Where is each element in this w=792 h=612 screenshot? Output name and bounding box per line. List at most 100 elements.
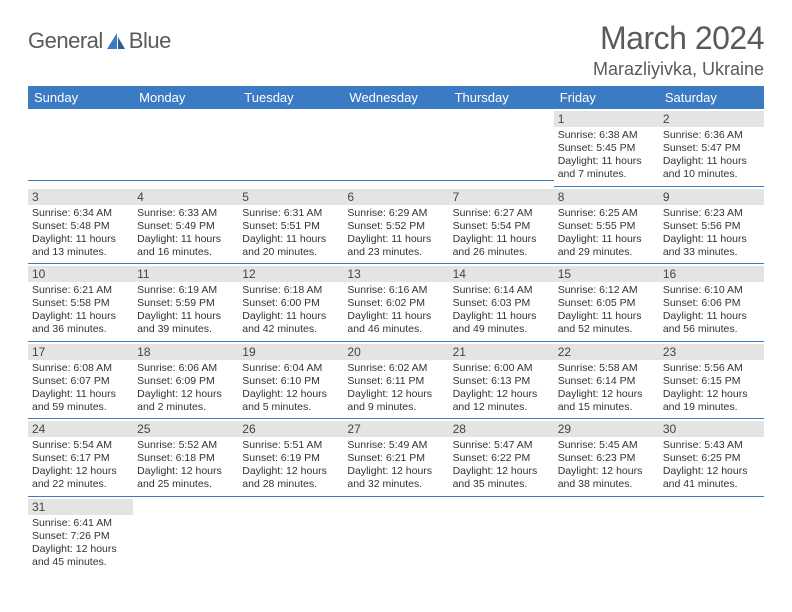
day-number: 23 (659, 344, 764, 360)
daylight-text: and 26 minutes. (453, 246, 550, 259)
sunrise-text: Sunrise: 6:41 AM (32, 517, 129, 530)
daylight-text: Daylight: 11 hours (242, 233, 339, 246)
sunrise-text: Sunrise: 5:52 AM (137, 439, 234, 452)
day-number: 10 (28, 266, 133, 282)
calendar-cell: 16Sunrise: 6:10 AMSunset: 6:06 PMDayligh… (659, 264, 764, 342)
day-number: 24 (28, 421, 133, 437)
calendar-cell: 1Sunrise: 6:38 AMSunset: 5:45 PMDaylight… (554, 109, 659, 187)
daylight-text: Daylight: 11 hours (242, 310, 339, 323)
daylight-text: Daylight: 12 hours (32, 465, 129, 478)
day-number: 14 (449, 266, 554, 282)
weekday-header: Monday (133, 86, 238, 109)
sunset-text: Sunset: 6:13 PM (453, 375, 550, 388)
month-title: March 2024 (593, 20, 764, 57)
sunset-text: Sunset: 6:02 PM (347, 297, 444, 310)
calendar-cell: 4Sunrise: 6:33 AMSunset: 5:49 PMDaylight… (133, 187, 238, 265)
daylight-text: and 28 minutes. (242, 478, 339, 491)
sunrise-text: Sunrise: 5:58 AM (558, 362, 655, 375)
calendar-cell: 14Sunrise: 6:14 AMSunset: 6:03 PMDayligh… (449, 264, 554, 342)
weekday-header: Wednesday (343, 86, 448, 109)
calendar-cell (238, 497, 343, 574)
daylight-text: and 41 minutes. (663, 478, 760, 491)
sunset-text: Sunset: 5:49 PM (137, 220, 234, 233)
sunrise-text: Sunrise: 6:34 AM (32, 207, 129, 220)
sunrise-text: Sunrise: 6:33 AM (137, 207, 234, 220)
daylight-text: and 5 minutes. (242, 401, 339, 414)
sunset-text: Sunset: 5:48 PM (32, 220, 129, 233)
daylight-text: Daylight: 12 hours (453, 465, 550, 478)
day-number: 21 (449, 344, 554, 360)
daylight-text: and 10 minutes. (663, 168, 760, 181)
day-number: 28 (449, 421, 554, 437)
calendar-cell: 30Sunrise: 5:43 AMSunset: 6:25 PMDayligh… (659, 419, 764, 497)
calendar-cell: 27Sunrise: 5:49 AMSunset: 6:21 PMDayligh… (343, 419, 448, 497)
weekday-header: Saturday (659, 86, 764, 109)
sunset-text: Sunset: 6:19 PM (242, 452, 339, 465)
daylight-text: and 12 minutes. (453, 401, 550, 414)
daylight-text: and 42 minutes. (242, 323, 339, 336)
day-number: 11 (133, 266, 238, 282)
calendar-cell (343, 109, 448, 187)
day-number: 19 (238, 344, 343, 360)
day-number: 15 (554, 266, 659, 282)
calendar-cell: 21Sunrise: 6:00 AMSunset: 6:13 PMDayligh… (449, 342, 554, 420)
day-number: 5 (238, 189, 343, 205)
daylight-text: and 13 minutes. (32, 246, 129, 259)
sunset-text: Sunset: 5:47 PM (663, 142, 760, 155)
daylight-text: Daylight: 11 hours (558, 310, 655, 323)
calendar-cell: 18Sunrise: 6:06 AMSunset: 6:09 PMDayligh… (133, 342, 238, 420)
sunset-text: Sunset: 6:22 PM (453, 452, 550, 465)
daylight-text: Daylight: 12 hours (663, 465, 760, 478)
daylight-text: Daylight: 11 hours (453, 233, 550, 246)
calendar-cell: 10Sunrise: 6:21 AMSunset: 5:58 PMDayligh… (28, 264, 133, 342)
daylight-text: and 59 minutes. (32, 401, 129, 414)
sunrise-text: Sunrise: 5:56 AM (663, 362, 760, 375)
daylight-text: Daylight: 12 hours (137, 388, 234, 401)
calendar-cell (133, 497, 238, 574)
daylight-text: Daylight: 11 hours (558, 155, 655, 168)
daylight-text: Daylight: 11 hours (558, 233, 655, 246)
daylight-text: and 45 minutes. (32, 556, 129, 569)
sunset-text: Sunset: 6:00 PM (242, 297, 339, 310)
sunrise-text: Sunrise: 6:25 AM (558, 207, 655, 220)
calendar-cell: 15 Sunrise: 6:12 AMSunset: 6:05 PMDayligh… (554, 264, 659, 342)
daylight-text: and 15 minutes. (558, 401, 655, 414)
calendar-cell: 13Sunrise: 6:16 AMSunset: 6:02 PMDayligh… (343, 264, 448, 342)
calendar-cell (554, 497, 659, 574)
daylight-text: and 25 minutes. (137, 478, 234, 491)
calendar-cell (238, 109, 343, 187)
calendar-cell: 7Sunrise: 6:27 AMSunset: 5:54 PMDaylight… (449, 187, 554, 265)
sunrise-text: Sunrise: 6:12 AM (558, 284, 655, 297)
day-number: 29 (554, 421, 659, 437)
sunset-text: Sunset: 7:26 PM (32, 530, 129, 543)
sunrise-text: Sunrise: 6:27 AM (453, 207, 550, 220)
calendar-cell (343, 497, 448, 574)
sunset-text: Sunset: 5:59 PM (137, 297, 234, 310)
sunset-text: Sunset: 6:05 PM (558, 297, 655, 310)
calendar-cell: 25Sunrise: 5:52 AMSunset: 6:18 PMDayligh… (133, 419, 238, 497)
sunset-text: Sunset: 5:56 PM (663, 220, 760, 233)
sunrise-text: Sunrise: 5:43 AM (663, 439, 760, 452)
calendar-week-row: 31Sunrise: 6:41 AMSunset: 7:26 PMDayligh… (28, 497, 764, 574)
sunrise-text: Sunrise: 6:06 AM (137, 362, 234, 375)
day-number: 7 (449, 189, 554, 205)
sunset-text: Sunset: 5:55 PM (558, 220, 655, 233)
sunset-text: Sunset: 6:07 PM (32, 375, 129, 388)
calendar-cell (28, 109, 133, 187)
weekday-header: Thursday (449, 86, 554, 109)
sunrise-text: Sunrise: 5:47 AM (453, 439, 550, 452)
sunset-text: Sunset: 6:09 PM (137, 375, 234, 388)
sunset-text: Sunset: 6:21 PM (347, 452, 444, 465)
day-number: 27 (343, 421, 448, 437)
sunrise-text: Sunrise: 6:08 AM (32, 362, 129, 375)
calendar-cell: 6Sunrise: 6:29 AMSunset: 5:52 PMDaylight… (343, 187, 448, 265)
day-number: 26 (238, 421, 343, 437)
sunrise-text: Sunrise: 6:19 AM (137, 284, 234, 297)
calendar-table: SundayMondayTuesdayWednesdayThursdayFrid… (28, 86, 764, 573)
day-number: 3 (28, 189, 133, 205)
calendar-cell: 22Sunrise: 5:58 AMSunset: 6:14 PMDayligh… (554, 342, 659, 420)
daylight-text: Daylight: 11 hours (663, 310, 760, 323)
day-number: 30 (659, 421, 764, 437)
sunrise-text: Sunrise: 6:36 AM (663, 129, 760, 142)
sunrise-text: Sunrise: 6:00 AM (453, 362, 550, 375)
